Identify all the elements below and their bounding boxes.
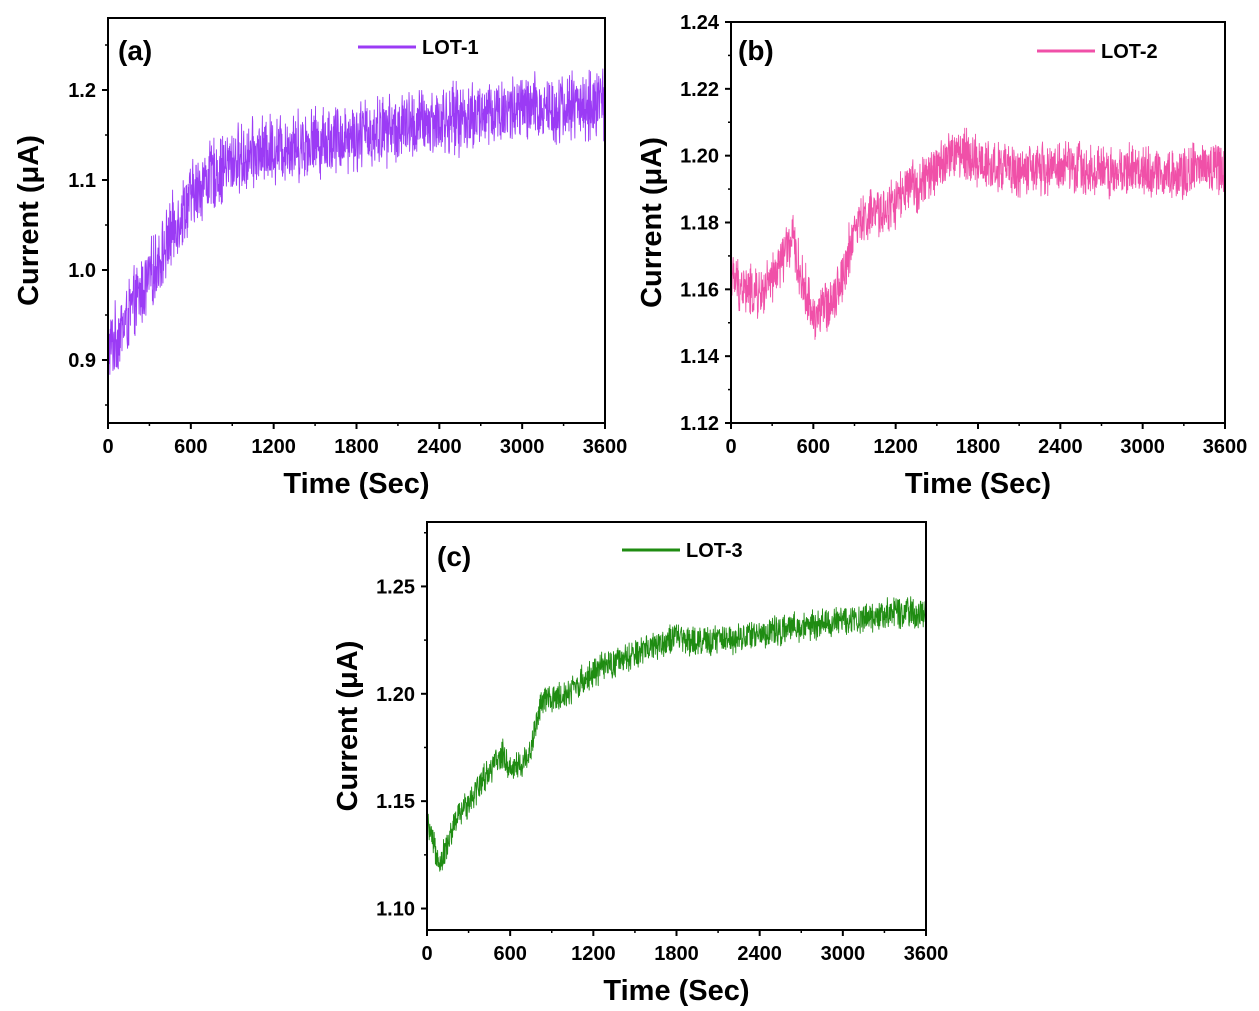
y-axis-label: Current (μA): [332, 641, 364, 812]
x-tick-label: 2400: [737, 943, 782, 965]
x-tick-label: 3600: [583, 436, 628, 458]
chart-panel-c: LOT-3 0 600 1200 1800 2400 3000 3600 1.10 1.15 1.2…: [332, 521, 949, 1007]
y-tick-label: 1.1: [68, 170, 96, 192]
series-line-lot-3: [426, 596, 927, 872]
y-axis-label: Current (μA): [636, 137, 668, 308]
panel-label: (c): [437, 541, 471, 572]
chart-panel-a: LOT-1 0 600 1200 1800 2400 3000 3600 0.9 1.0 1.1 1.…: [13, 17, 628, 500]
x-tick-label: 0: [421, 943, 432, 965]
y-tick-label: 1.15: [376, 791, 415, 813]
y-tick-label: 1.18: [680, 213, 719, 235]
plot-frame: [426, 521, 927, 931]
y-tick-label: 1.10: [376, 899, 415, 921]
x-tick-label: 600: [797, 436, 830, 458]
y-tick-label: 1.14: [680, 346, 720, 368]
x-tick-label: 1800: [956, 436, 1001, 458]
legend-label: LOT-2: [1101, 41, 1158, 63]
x-axis-label: Time (Sec): [905, 468, 1051, 500]
panel-label: (a): [118, 35, 152, 66]
x-tick-label: 600: [493, 943, 526, 965]
y-tick-label: 1.24: [680, 12, 720, 34]
x-tick-label: 600: [174, 436, 207, 458]
plot-frame: [730, 21, 1226, 424]
y-tick-label: 1.20: [680, 146, 719, 168]
panel-label: (b): [738, 35, 774, 66]
x-tick-label: 3000: [500, 436, 545, 458]
legend-label: LOT-3: [686, 540, 743, 562]
x-tick-label: 1800: [334, 436, 379, 458]
x-tick-label: 1800: [654, 943, 699, 965]
y-tick-label: 1.12: [680, 413, 719, 435]
legend: LOT-3: [622, 540, 743, 562]
y-tick-label: 1.0: [68, 260, 96, 282]
y-tick-label: 1.16: [680, 279, 719, 301]
y-axis-label: Current (μA): [13, 135, 45, 306]
x-tick-label: 3600: [904, 943, 949, 965]
x-tick-label: 3000: [1120, 436, 1165, 458]
y-tick-label: 0.9: [68, 350, 96, 372]
x-tick-label: 1200: [251, 436, 296, 458]
x-axis-label: Time (Sec): [603, 975, 749, 1007]
x-tick-label: 1200: [571, 943, 616, 965]
x-axis-label: Time (Sec): [283, 468, 429, 500]
y-tick-label: 1.20: [376, 684, 415, 706]
x-tick-label: 1200: [873, 436, 918, 458]
x-tick-label: 3000: [821, 943, 866, 965]
y-tick-label: 1.22: [680, 79, 719, 101]
chart-panel-b: LOT-2 0 600 1200 1800 2400 3000 3600 1.12 1.14 1.1…: [636, 12, 1247, 500]
legend: LOT-1: [358, 37, 479, 59]
legend-label: LOT-1: [422, 37, 479, 59]
legend: LOT-2: [1037, 41, 1158, 63]
y-tick-label: 1.25: [376, 576, 415, 598]
x-tick-label: 3600: [1203, 436, 1248, 458]
x-tick-label: 0: [102, 436, 113, 458]
series-line-lot-1: [107, 68, 606, 375]
x-tick-label: 2400: [417, 436, 462, 458]
x-tick-label: 0: [725, 436, 736, 458]
series-line-lot-2: [730, 127, 1226, 340]
y-tick-label: 1.2: [68, 80, 96, 102]
x-tick-label: 2400: [1038, 436, 1083, 458]
